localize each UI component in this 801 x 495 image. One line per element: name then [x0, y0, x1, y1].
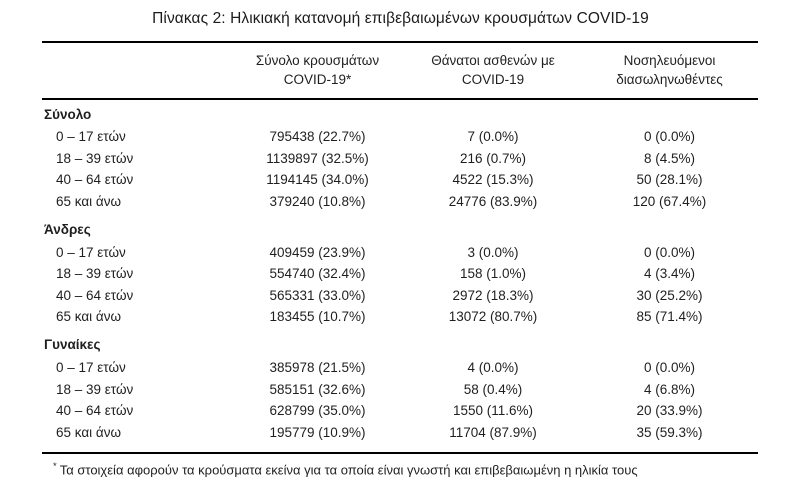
cases-cell: 409459 (23.9%)	[269, 244, 366, 260]
age-label: 18 – 39 ετών	[56, 150, 134, 166]
deaths-cell: 216 (0.7%)	[459, 150, 527, 166]
header-total-cases-line1: Σύνολο κρουσμάτων	[255, 53, 380, 68]
cases-cell: 565331 (33.0%)	[269, 287, 366, 303]
section-women-label: Γυναίκες	[44, 337, 101, 353]
deaths-cell: 7 (0.0%)	[467, 129, 519, 145]
cases-cell: 1194145 (34.0%)	[266, 172, 369, 188]
cases-cell: 195779 (10.9%)	[269, 424, 366, 440]
cases-cell: 1139897 (32.5%)	[266, 150, 369, 166]
cases-cell: 628799 (35.0%)	[269, 403, 366, 419]
cases-cell: 385978 (21.5%)	[269, 360, 366, 376]
footnote-asterisk: *	[53, 461, 57, 473]
table-row: 40 – 64 ετών 628799 (35.0%) 1550 (11.6%)…	[42, 400, 758, 422]
age-label: 40 – 64 ετών	[56, 287, 134, 303]
table-row: 18 – 39 ετών 1139897 (32.5%) 216 (0.7%) …	[42, 148, 758, 170]
intubated-cell: 4 (3.4%)	[643, 266, 696, 282]
section-men-label: Άνδρες	[44, 221, 91, 237]
table-row: 65 και άνω 195779 (10.9%) 11704 (87.9%) …	[42, 422, 758, 444]
section-men: Άνδρες 0 – 17 ετών 409459 (23.9%) 3 (0.0…	[42, 217, 758, 327]
deaths-cell: 13072 (80.7%)	[448, 309, 538, 325]
deaths-cell: 58 (0.4%)	[463, 381, 523, 397]
age-label: 0 – 17 ετών	[56, 360, 126, 376]
section-total: Σύνολο 0 – 17 ετών 795438 (22.7%) 7 (0.0…	[42, 102, 758, 212]
age-label: 18 – 39 ετών	[56, 381, 134, 397]
deaths-cell: 4 (0.0%)	[467, 360, 519, 376]
intubated-cell: 4 (6.8%)	[643, 381, 696, 397]
table-header-row: Σύνολο κρουσμάτων COVID-19* Θάνατοι ασθε…	[42, 41, 758, 100]
age-label: 40 – 64 ετών	[56, 172, 134, 188]
age-label: 65 και άνω	[56, 194, 122, 210]
age-label: 40 – 64 ετών	[56, 403, 134, 419]
deaths-cell: 24776 (83.9%)	[448, 194, 538, 210]
intubated-cell: 8 (4.5%)	[643, 150, 696, 166]
header-intubated-line1: Νοσηλευόμενοι	[623, 53, 716, 68]
age-label: 0 – 17 ετών	[56, 244, 126, 260]
header-deaths: Θάνατοι ασθενών με COVID-19	[405, 51, 581, 89]
cases-cell: 795438 (22.7%)	[269, 129, 366, 145]
header-total-cases: Σύνολο κρουσμάτων COVID-19*	[230, 51, 405, 89]
header-empty-cell	[42, 51, 230, 89]
table-row: 0 – 17 ετών 385978 (21.5%) 4 (0.0%) 0 (0…	[42, 357, 758, 379]
header-intubated: Νοσηλευόμενοι διασωληνωθέντες	[581, 51, 758, 89]
table-row: 18 – 39 ετών 554740 (32.4%) 158 (1.0%) 4…	[42, 263, 758, 285]
age-label: 65 και άνω	[56, 424, 122, 440]
section-women: Γυναίκες 0 – 17 ετών 385978 (21.5%) 4 (0…	[42, 333, 758, 443]
footnote-text: Τα στοιχεία αφορούν τα κρούσματα εκείνα …	[59, 462, 638, 478]
intubated-cell: 0 (0.0%)	[643, 129, 696, 145]
intubated-cell: 85 (71.4%)	[636, 309, 703, 325]
intubated-cell: 30 (25.2%)	[636, 287, 703, 303]
cases-cell: 379240 (10.8%)	[269, 194, 366, 210]
intubated-cell: 20 (33.9%)	[636, 403, 703, 419]
table-row: 65 και άνω 379240 (10.8%) 24776 (83.9%) …	[42, 191, 758, 213]
deaths-cell: 2972 (18.3%)	[452, 287, 534, 303]
header-deaths-line1: Θάνατοι ασθενών με	[431, 53, 555, 68]
table-title: Πίνακας 2: Ηλικιακή κατανομή επιβεβαιωμέ…	[152, 10, 649, 27]
header-intubated-line2: διασωληνωθέντες	[616, 72, 723, 87]
age-label: 18 – 39 ετών	[56, 266, 134, 282]
table-row: 0 – 17 ετών 409459 (23.9%) 3 (0.0%) 0 (0…	[42, 241, 758, 263]
table-row: 40 – 64 ετών 1194145 (34.0%) 4522 (15.3%…	[42, 169, 758, 191]
table-footnote: * Τα στοιχεία αφορούν τα κρούσματα εκείνα…	[42, 458, 794, 479]
table-row: 0 – 17 ετών 795438 (22.7%) 7 (0.0%) 0 (0…	[42, 126, 758, 148]
cases-cell: 554740 (32.4%)	[269, 266, 366, 282]
header-deaths-line2: COVID-19	[461, 72, 525, 87]
age-label: 65 και άνω	[56, 309, 122, 325]
header-total-cases-line2: COVID-19*	[283, 72, 352, 87]
section-total-label: Σύνολο	[44, 106, 92, 122]
intubated-cell: 0 (0.0%)	[643, 244, 696, 260]
table-row: 40 – 64 ετών 565331 (33.0%) 2972 (18.3%)…	[42, 285, 758, 307]
intubated-cell: 35 (59.3%)	[636, 424, 703, 440]
deaths-cell: 11704 (87.9%)	[449, 424, 537, 440]
deaths-cell: 4522 (15.3%)	[452, 172, 534, 188]
deaths-cell: 3 (0.0%)	[467, 244, 519, 260]
age-label: 0 – 17 ετών	[56, 129, 126, 145]
intubated-cell: 50 (28.1%)	[636, 172, 703, 188]
intubated-cell: 120 (67.4%)	[632, 194, 707, 210]
table-row: 65 και άνω 183455 (10.7%) 13072 (80.7%) …	[42, 306, 758, 328]
table-body: Σύνολο 0 – 17 ετών 795438 (22.7%) 7 (0.0…	[42, 100, 758, 455]
deaths-cell: 1550 (11.6%)	[452, 403, 534, 419]
table-row: 18 – 39 ετών 585151 (32.6%) 58 (0.4%) 4 …	[42, 378, 758, 400]
covid-age-table: Σύνολο κρουσμάτων COVID-19* Θάνατοι ασθε…	[42, 41, 758, 455]
intubated-cell: 0 (0.0%)	[643, 360, 696, 376]
deaths-cell: 158 (1.0%)	[459, 266, 527, 282]
cases-cell: 183455 (10.7%)	[269, 309, 366, 325]
cases-cell: 585151 (32.6%)	[269, 381, 366, 397]
